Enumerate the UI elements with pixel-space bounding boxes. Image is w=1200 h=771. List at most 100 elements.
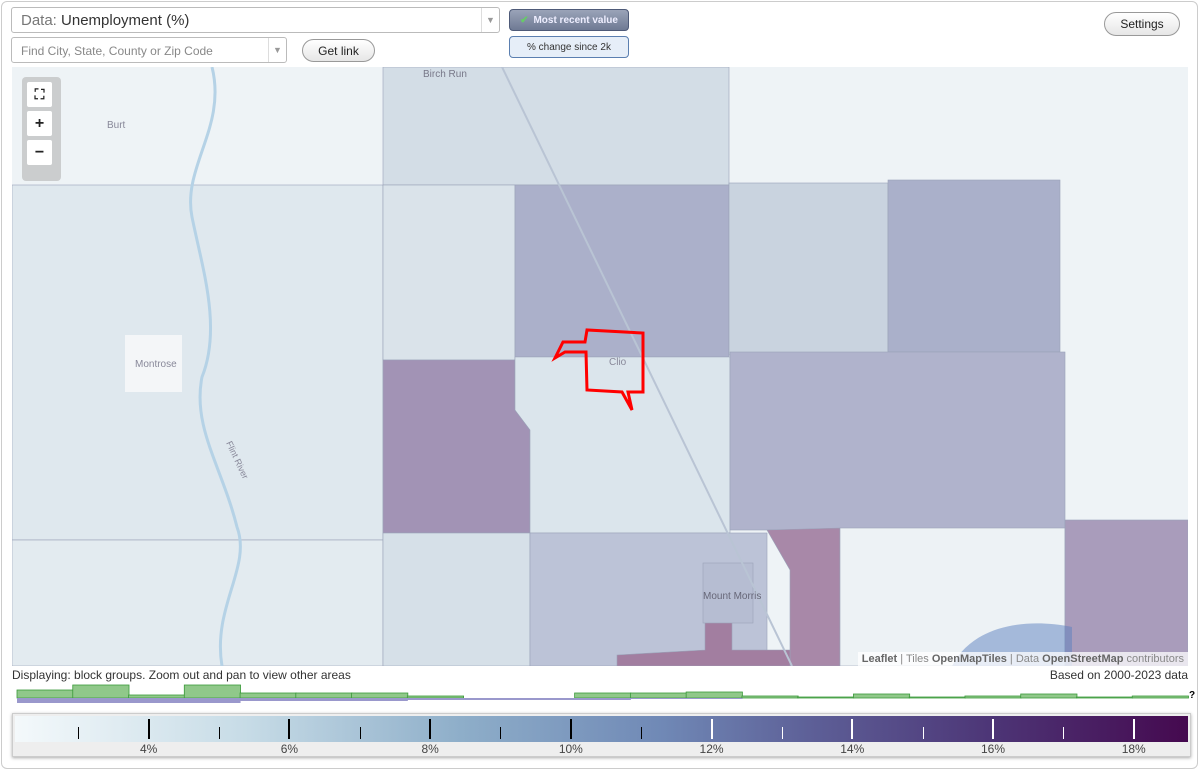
histogram-bar-purple <box>295 698 353 701</box>
histogram-bar-purple <box>407 698 464 700</box>
tick-label: 14% <box>840 742 865 756</box>
flint-river <box>189 67 242 666</box>
major-tick <box>288 719 291 739</box>
leaflet-link[interactable]: Leaflet <box>861 653 898 665</box>
location-search-input[interactable]: Find City, State, County or Zip Code ▼ <box>11 37 287 63</box>
settings-button[interactable]: Settings <box>1104 12 1180 36</box>
region[interactable] <box>382 184 516 361</box>
histogram-bar-green <box>908 696 966 699</box>
tick-label: 6% <box>280 742 299 756</box>
label-birch-run: Birch Run <box>423 69 467 80</box>
major-tick <box>147 719 150 739</box>
map[interactable]: Birch Run Burt Montrose Clio Mount Morri… <box>12 67 1188 666</box>
histogram-bar-green <box>1020 693 1078 699</box>
histogram-bar-green <box>741 695 799 699</box>
based-on-note: Based on 2000-2023 data <box>1049 668 1188 682</box>
histogram-bar-green <box>128 694 186 699</box>
color-scale-legend: 4% 6% 8% 10% 12% 14% 16% 18% <box>12 713 1191 757</box>
displaying-note: Displaying: block groups. Zoom out and p… <box>12 668 351 682</box>
selected-area-outline[interactable] <box>551 328 645 411</box>
region[interactable] <box>382 67 730 186</box>
most-recent-toggle[interactable]: ✔ Most recent value <box>509 9 629 31</box>
minor-tick <box>500 727 502 739</box>
region[interactable] <box>1064 519 1188 666</box>
major-tick <box>710 719 713 739</box>
region[interactable] <box>382 359 531 534</box>
pct-change-toggle[interactable]: % change since 2k <box>509 36 629 58</box>
data-prefix-attr: Data <box>1015 653 1040 665</box>
histogram-bar-purple <box>128 698 185 703</box>
minor-tick <box>78 727 80 739</box>
minor-tick <box>641 727 643 739</box>
fullscreen-button[interactable]: ⛶ <box>27 82 52 107</box>
tick-label: 16% <box>980 742 1005 756</box>
label-montrose: Montrose <box>135 359 177 370</box>
histogram-bar-purple <box>17 698 74 703</box>
histogram-bar-green <box>1076 696 1134 699</box>
histogram-bar-purple <box>240 698 297 701</box>
chevron-down-icon: ▼ <box>481 8 499 32</box>
histogram-bar-purple <box>574 698 631 700</box>
tick-label: 10% <box>558 742 583 756</box>
region[interactable] <box>887 179 1061 353</box>
histogram-bar-green <box>239 692 297 699</box>
tick-label: 12% <box>699 742 724 756</box>
histogram-bar-green <box>295 692 353 699</box>
map-layer <box>12 67 1188 666</box>
tick-label: 18% <box>1121 742 1146 756</box>
region[interactable] <box>382 532 531 666</box>
histogram <box>16 684 1189 703</box>
major-tick <box>991 719 994 739</box>
histogram-bar-green <box>406 695 464 699</box>
major-tick <box>1132 719 1135 739</box>
fullscreen-icon: ⛶ <box>34 86 45 102</box>
minor-tick <box>781 727 783 739</box>
tick-label: 4% <box>140 742 158 756</box>
histogram-bar-green <box>351 692 409 699</box>
openmaptiles-link[interactable]: OpenMapTiles <box>931 653 1007 665</box>
zoom-in-button[interactable]: + <box>27 111 52 136</box>
map-attribution: Leaflet | Tiles OpenMapTiles | Data Open… <box>857 652 1188 666</box>
data-select[interactable]: Data: Unemployment (%) ▼ <box>11 7 500 33</box>
osm-link[interactable]: OpenStreetMap <box>1042 653 1124 665</box>
label-mount-morris: Mount Morris <box>703 591 762 602</box>
histogram-bar-purple <box>184 698 241 703</box>
major-tick <box>569 719 572 739</box>
major-tick <box>851 719 854 739</box>
histogram-bar-purple <box>518 698 576 700</box>
data-value: Unemployment (%) <box>61 12 190 29</box>
histogram-bar-green <box>797 696 855 699</box>
histogram-bar-green <box>853 693 911 699</box>
tiles-prefix: Tiles <box>905 653 929 665</box>
histogram-bar-green <box>685 691 743 699</box>
histogram-bar-green <box>574 692 632 699</box>
tick-label: 8% <box>421 742 439 756</box>
chevron-down-icon: ▼ <box>268 38 286 62</box>
region[interactable] <box>729 351 1066 531</box>
minor-tick <box>922 727 924 739</box>
histogram-bar-green <box>16 689 74 699</box>
histogram-bar-purple <box>463 698 520 700</box>
zoom-control: ⛶ + − <box>22 77 61 181</box>
region[interactable] <box>766 527 841 666</box>
search-placeholder: Find City, State, County or Zip Code <box>21 44 213 58</box>
histogram-bar-green <box>629 692 688 699</box>
histogram-bar-purple <box>351 698 408 701</box>
color-gradient-bar <box>15 716 1188 742</box>
histogram-bar-green <box>1131 695 1189 699</box>
contributors-text: contributors <box>1126 653 1184 665</box>
data-prefix: Data: <box>21 12 57 29</box>
region[interactable] <box>514 184 730 358</box>
region[interactable] <box>728 182 889 356</box>
histogram-bar-green <box>183 684 241 699</box>
most-recent-label: Most recent value <box>533 14 618 26</box>
zoom-out-button[interactable]: − <box>27 140 52 165</box>
mount-morris-area <box>702 562 754 624</box>
region[interactable] <box>616 619 791 666</box>
unknown-marker: ? <box>1189 690 1196 701</box>
region[interactable] <box>514 356 731 534</box>
get-link-button[interactable]: Get link <box>302 39 375 62</box>
check-icon: ✔ <box>520 14 529 26</box>
region[interactable] <box>12 539 384 666</box>
